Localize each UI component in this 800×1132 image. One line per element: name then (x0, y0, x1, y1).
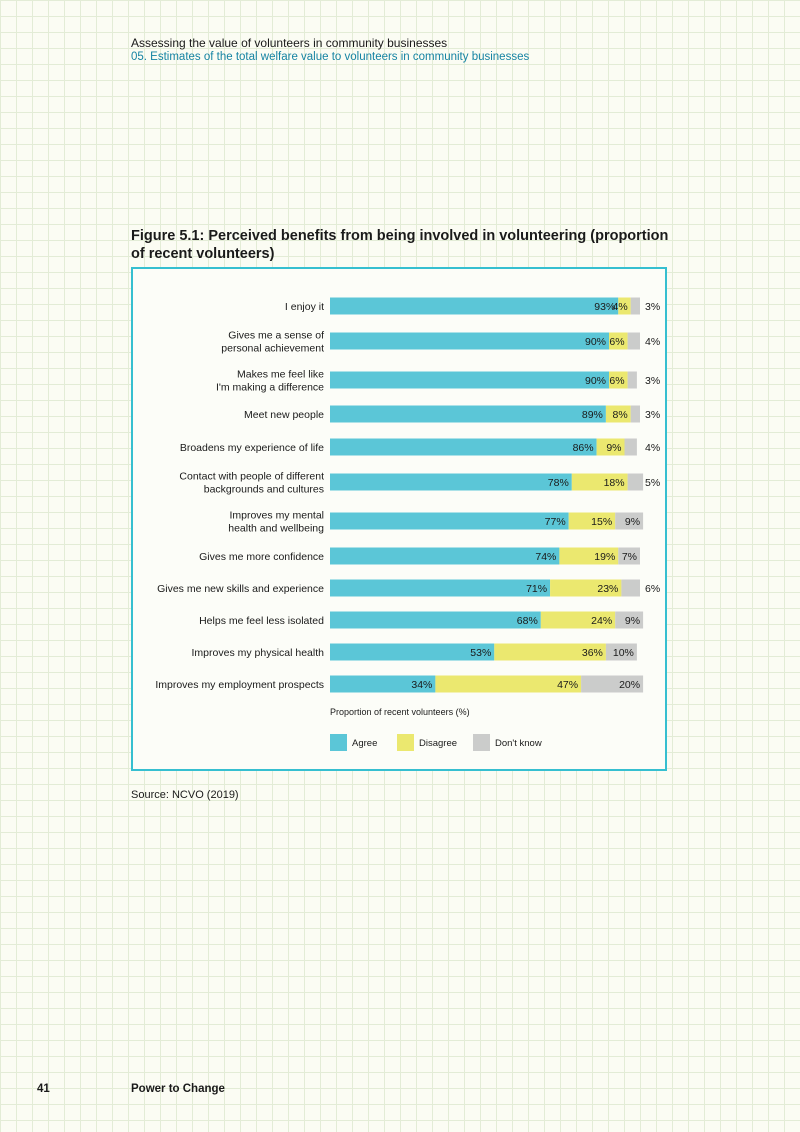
data-label: 23% (597, 583, 618, 595)
bar-agree (330, 438, 597, 456)
legend-label: Disagree (419, 738, 457, 749)
stacked-bar-chart: I enjoy it 93%4% 3%Gives me a sense of pers… (155, 297, 660, 751)
category-label: Helps me feel less isolated (199, 615, 324, 627)
bar-don-t-know (618, 547, 640, 565)
data-label: 86% (573, 442, 594, 454)
data-label: 3% (645, 409, 660, 421)
data-label: 19% (594, 551, 615, 563)
data-label: 77% (545, 516, 566, 528)
bar-disagree (568, 512, 616, 530)
data-label: 5% (645, 477, 660, 489)
bar-don-t-know (615, 512, 644, 530)
data-label: 90% (585, 336, 606, 348)
bar-don-t-know (615, 611, 644, 629)
category-label: Makes me feel like I'm making a differenc… (216, 369, 324, 394)
bar-disagree (494, 643, 606, 661)
bar-agree (330, 675, 436, 693)
bar-don-t-know (621, 579, 640, 597)
category-label: Improves my mental health and wellbeing (228, 510, 324, 535)
data-label: 3% (645, 375, 660, 387)
x-axis-label: Proportion of recent volunteers (%) (330, 707, 470, 717)
data-label: 36% (582, 647, 603, 659)
data-label: 6% (609, 375, 624, 387)
bar-agree (330, 611, 541, 629)
data-label: 7% (622, 551, 637, 563)
legend-swatch (397, 734, 414, 751)
figure-title: Figure 5.1: Perceived benefits from bein… (131, 228, 669, 262)
data-label: 89% (582, 409, 603, 421)
data-label: 4% (645, 442, 660, 454)
category-label: Broadens my experience of life (180, 442, 324, 454)
legend-swatch (473, 734, 490, 751)
bar-don-t-know (581, 675, 644, 693)
data-label: 8% (613, 409, 628, 421)
bar-don-t-know (627, 473, 644, 491)
category-label: Contact with people of different backgrou… (179, 471, 324, 496)
category-label: Gives me a sense of personal achievement (221, 330, 324, 355)
category-label: Meet new people (244, 409, 324, 421)
data-label: 18% (604, 477, 625, 489)
bar-disagree (540, 611, 616, 629)
bar-don-t-know (627, 332, 640, 350)
category-label: Gives me more confidence (199, 551, 324, 563)
bar-agree (330, 643, 495, 661)
legend-label: Agree (352, 738, 377, 749)
bar-disagree (435, 675, 582, 693)
footer-brand: Power to Change (131, 1083, 225, 1095)
bar-agree (330, 371, 609, 389)
data-label: 47% (557, 679, 578, 691)
bar-disagree (618, 297, 631, 315)
bar-don-t-know (630, 405, 640, 423)
bar-agree (330, 512, 569, 530)
data-label: 3% (645, 301, 660, 313)
bar-disagree (609, 332, 628, 350)
bar-agree (330, 332, 609, 350)
bar-don-t-know (624, 438, 637, 456)
data-label: 6% (645, 583, 660, 595)
bar-don-t-know (605, 643, 637, 661)
data-label: 93% (594, 301, 615, 313)
data-label: 9% (606, 442, 621, 454)
data-label: 53% (470, 647, 491, 659)
data-label: 15% (591, 516, 612, 528)
page-number: 41 (37, 1083, 50, 1095)
category-label: Gives me new skills and experience (157, 583, 324, 595)
bar-disagree (609, 371, 628, 389)
data-label: 74% (535, 551, 556, 563)
legend-swatch (330, 734, 347, 751)
data-label: 90% (585, 375, 606, 387)
bar-don-t-know (627, 371, 637, 389)
source-note: Source: NCVO (2019) (131, 789, 239, 801)
bar-agree (330, 579, 551, 597)
bar-agree (330, 297, 619, 315)
data-label: 68% (517, 615, 538, 627)
legend-label: Don't know (495, 738, 542, 749)
data-label: 20% (619, 679, 640, 691)
data-label: 71% (526, 583, 547, 595)
data-label: 4% (613, 301, 628, 313)
data-label: 4% (645, 336, 660, 348)
data-label: 10% (613, 647, 634, 659)
bar-disagree (559, 547, 619, 565)
document-title: Assessing the value of volunteers in com… (131, 36, 448, 50)
data-label: 24% (591, 615, 612, 627)
bar-disagree (550, 579, 622, 597)
bar-agree (330, 405, 606, 423)
bar-don-t-know (630, 297, 640, 315)
category-label: Improves my employment prospects (155, 679, 324, 691)
bar-disagree (596, 438, 625, 456)
data-label: 9% (625, 516, 640, 528)
bar-disagree (571, 473, 628, 491)
category-label: Improves my physical health (192, 647, 325, 659)
category-label: I enjoy it (285, 301, 324, 313)
bar-disagree (605, 405, 631, 423)
chart-frame: I enjoy it 93% 4% 3% Gives me a sense of pers… (131, 267, 667, 771)
bar-agree (330, 473, 572, 491)
data-label: 78% (548, 477, 569, 489)
data-label: 6% (609, 336, 624, 348)
section-subtitle: 05. Estimates of the total welfare value… (131, 51, 530, 63)
bar-agree (330, 547, 560, 565)
data-label: 9% (625, 615, 640, 627)
data-label: 34% (411, 679, 432, 691)
